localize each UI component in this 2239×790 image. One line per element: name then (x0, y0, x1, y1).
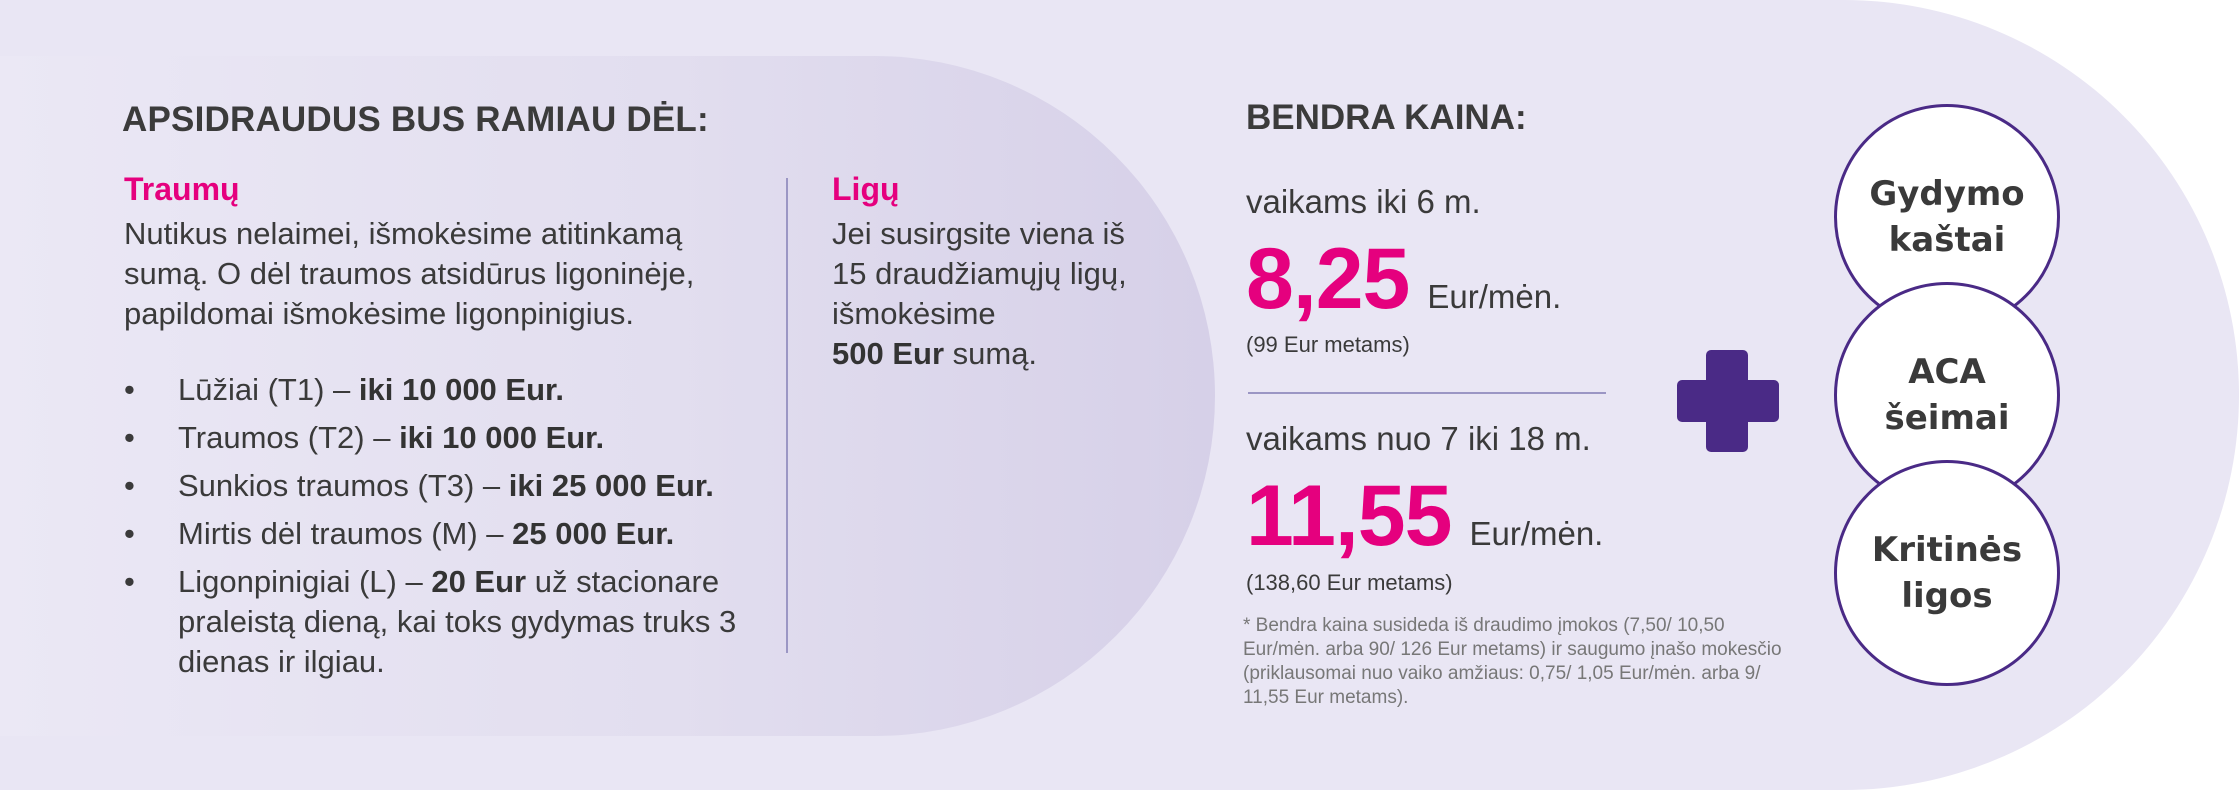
injuries-text: Nutikus nelaimei, išmokėsime atitinkamą … (124, 216, 695, 331)
price-title: BENDRA KAINA: (1246, 98, 1527, 137)
tier1-price-row: 8,25 Eur/mėn. (1246, 236, 1561, 322)
tier2-price-unit: Eur/mėn. (1469, 515, 1604, 552)
tier1-age-label: vaikams iki 6 m. (1246, 183, 1481, 220)
list-item: • Traumos (T2) – iki 10 000 Eur. (124, 420, 605, 455)
list-item: • Lūžiai (T1) – iki 10 000 Eur. (124, 372, 564, 407)
tier1-price-unit: Eur/mėn. (1427, 278, 1562, 315)
tier2-age-label: vaikams nuo 7 iki 18 m. (1246, 420, 1591, 457)
column-divider (786, 178, 788, 653)
coverage-title: APSIDRAUDUS BUS RAMIAU DĖL: (122, 100, 709, 139)
tier1-price: 8,25 (1246, 231, 1410, 327)
injuries-heading: Traumų (124, 171, 240, 207)
list-item: • Mirtis dėl traumos (M) – 25 000 Eur. (124, 516, 675, 551)
tier2-price-row: 11,55 Eur/mėn. (1246, 473, 1603, 559)
tier2-yearly-price: (138,60 Eur metams) (1246, 570, 1453, 595)
circle-critical-illness: Kritinės ligos (1834, 460, 2060, 686)
injuries-section: Traumų Nutikus nelaimei, išmokėsime atit… (124, 170, 764, 334)
diseases-heading: Ligų (832, 171, 900, 207)
coverage-panel (0, 56, 1215, 736)
diseases-section: Ligų Jei susirgsite viena iš 15 draudžia… (832, 170, 1132, 374)
injury-benefits-list: • Lūžiai (T1) – iki 10 000 Eur. • Traumos … (124, 370, 784, 690)
tier1-yearly-price: (99 Eur metams) (1246, 332, 1410, 357)
price-divider (1248, 392, 1606, 394)
list-item: • Sunkios traumos (T3) – iki 25 000 Eur. (124, 468, 714, 503)
list-item: • Ligonpinigiai (L) – 20 Eur už stacionar… (124, 564, 737, 679)
price-footnote: * Bendra kaina susideda iš draudimo įmok… (1243, 615, 1782, 708)
tier2-price: 11,55 (1246, 468, 1452, 564)
diseases-text: Jei susirgsite viena iš 15 draudžiamųjų … (832, 216, 1127, 371)
